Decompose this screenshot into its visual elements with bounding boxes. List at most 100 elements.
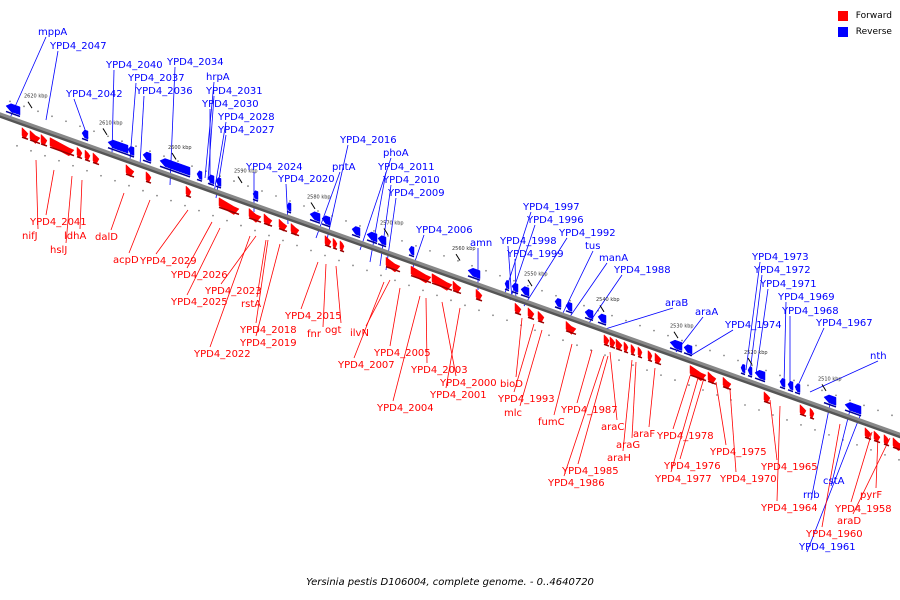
forward-gene-label: araG [616, 440, 640, 451]
forward-label-leader [563, 355, 605, 477]
track-dot [464, 304, 466, 307]
track-dot [135, 145, 137, 148]
gene-arrow-shade [504, 288, 510, 292]
gene-arrow-shade [823, 401, 837, 408]
reverse-gene-arrow [321, 215, 331, 226]
track-dot [688, 384, 690, 386]
forward-label-leader [65, 175, 73, 244]
track-dot [170, 199, 172, 202]
forward-gene-arrow [324, 234, 332, 248]
forward-label-leader [186, 221, 213, 269]
forward-gene-label: YPD4_2001 [429, 390, 487, 401]
track-dot [499, 274, 501, 277]
forward-label-leader [670, 377, 699, 473]
track-dot [611, 314, 613, 317]
forward-label-leader [300, 261, 319, 310]
track-dot [240, 224, 242, 227]
reverse-gene-arrow [159, 158, 191, 176]
forward-label-leader [769, 399, 778, 461]
forward-gene-label: hslJ [50, 245, 67, 256]
forward-gene-label: YPD4_2026 [170, 270, 228, 281]
track-dot [877, 409, 879, 412]
forward-gene-label: YPD4_2005 [373, 348, 431, 359]
track-dot [282, 239, 284, 242]
track-dot [800, 424, 802, 426]
gene-arrow-shade [779, 386, 786, 390]
reverse-gene-label: YPD4_1968 [781, 306, 839, 317]
gene-arrow-shade [787, 389, 794, 393]
forward-label-leader [648, 367, 656, 428]
track-dot [72, 164, 74, 167]
reverse-gene-arrow [467, 267, 481, 280]
reverse-gene-label: YPD4_1973 [751, 252, 809, 263]
gene-arrow-shade [248, 217, 262, 223]
forward-gene-label: YPD4_2000 [439, 378, 497, 389]
reverse-gene-label: YPD4_2034 [166, 57, 224, 68]
reverse-gene-arrow [215, 177, 222, 187]
forward-gene-label: mlc [504, 408, 522, 419]
track-dot [576, 344, 578, 347]
forward-gene-arrow [630, 343, 636, 355]
track-dot [478, 309, 480, 312]
reverse-gene-label: YPD4_2028 [217, 112, 275, 123]
reverse-gene-label: YPD4_2027 [217, 125, 275, 136]
gene-arrow-shade [722, 385, 732, 391]
legend-item-forward: Forward [837, 8, 892, 24]
forward-gene-arrow [763, 391, 771, 404]
reverse-gene-label: phoA [383, 148, 409, 159]
forward-gene-arrow [647, 349, 653, 361]
track-dot [485, 269, 487, 272]
track-dot [807, 384, 809, 387]
scale-tick-mark [383, 228, 389, 236]
forward-gene-label: araD [837, 516, 861, 527]
forward-gene-label: YPD4_2018 [239, 325, 297, 336]
scale-tick-label: 2590 kbp [234, 168, 258, 174]
gene-arrow-shade [332, 247, 338, 250]
track-dot [93, 130, 95, 133]
track-dot [23, 105, 25, 108]
forward-gene-label: YPD4_2019 [239, 338, 297, 349]
forward-gene-label: bioD [500, 379, 523, 390]
reverse-label-leader [830, 409, 851, 487]
forward-gene-label: araF [633, 429, 655, 440]
gene-arrow-shade [92, 161, 100, 166]
gene-arrow-shade [125, 173, 135, 178]
forward-label-leader [715, 381, 727, 446]
forward-label-leader [875, 435, 879, 489]
reverse-gene-label: mppA [38, 27, 67, 38]
gene-arrow-shade [21, 136, 29, 140]
reverse-gene-arrow [754, 369, 766, 381]
scale-tick-label: 2520 kbp [744, 350, 768, 356]
forward-label-leader [679, 377, 705, 460]
reverse-gene-arrow [5, 103, 21, 116]
gene-arrow-shade [740, 372, 746, 376]
gene-arrow-shade [511, 290, 519, 295]
gene-labels: mppA YPD4_2047 YPD4_2042 YPD4_2040 YPD4_2037… [22, 27, 892, 553]
gene-arrow-shade [49, 146, 75, 157]
forward-label-leader [445, 307, 461, 389]
reverse-gene-arrow [511, 282, 519, 293]
forward-gene-label: rstA [241, 299, 261, 310]
forward-gene-label: YPD4_1986 [547, 478, 605, 489]
track-dot [107, 135, 109, 138]
reverse-gene-label: hrpA [206, 72, 230, 83]
track-dot [352, 264, 354, 267]
forward-label-leader [513, 323, 535, 393]
track-dot [457, 259, 459, 262]
forward-gene-label: YPD4_1965 [760, 462, 818, 473]
scale-tick-label: 2560 kbp [452, 246, 476, 252]
forward-gene-label: YPD4_2029 [139, 256, 197, 267]
track-dot [58, 159, 60, 162]
track-dot [44, 154, 46, 157]
track-dot [632, 364, 634, 367]
gene-arrow-shade [452, 289, 462, 295]
forward-gene-arrow [49, 137, 75, 157]
track-dot [380, 274, 382, 277]
forward-gene-label: YPD4_1978 [656, 431, 714, 442]
track-dot [660, 374, 662, 376]
gene-arrow-shade [794, 391, 801, 395]
figure-caption: Yersinia pestis D106004, complete genome… [306, 577, 594, 588]
reverse-gene-arrow [597, 313, 607, 324]
reverse-gene-arrow [779, 378, 786, 388]
gene-arrow-shade [763, 400, 771, 405]
